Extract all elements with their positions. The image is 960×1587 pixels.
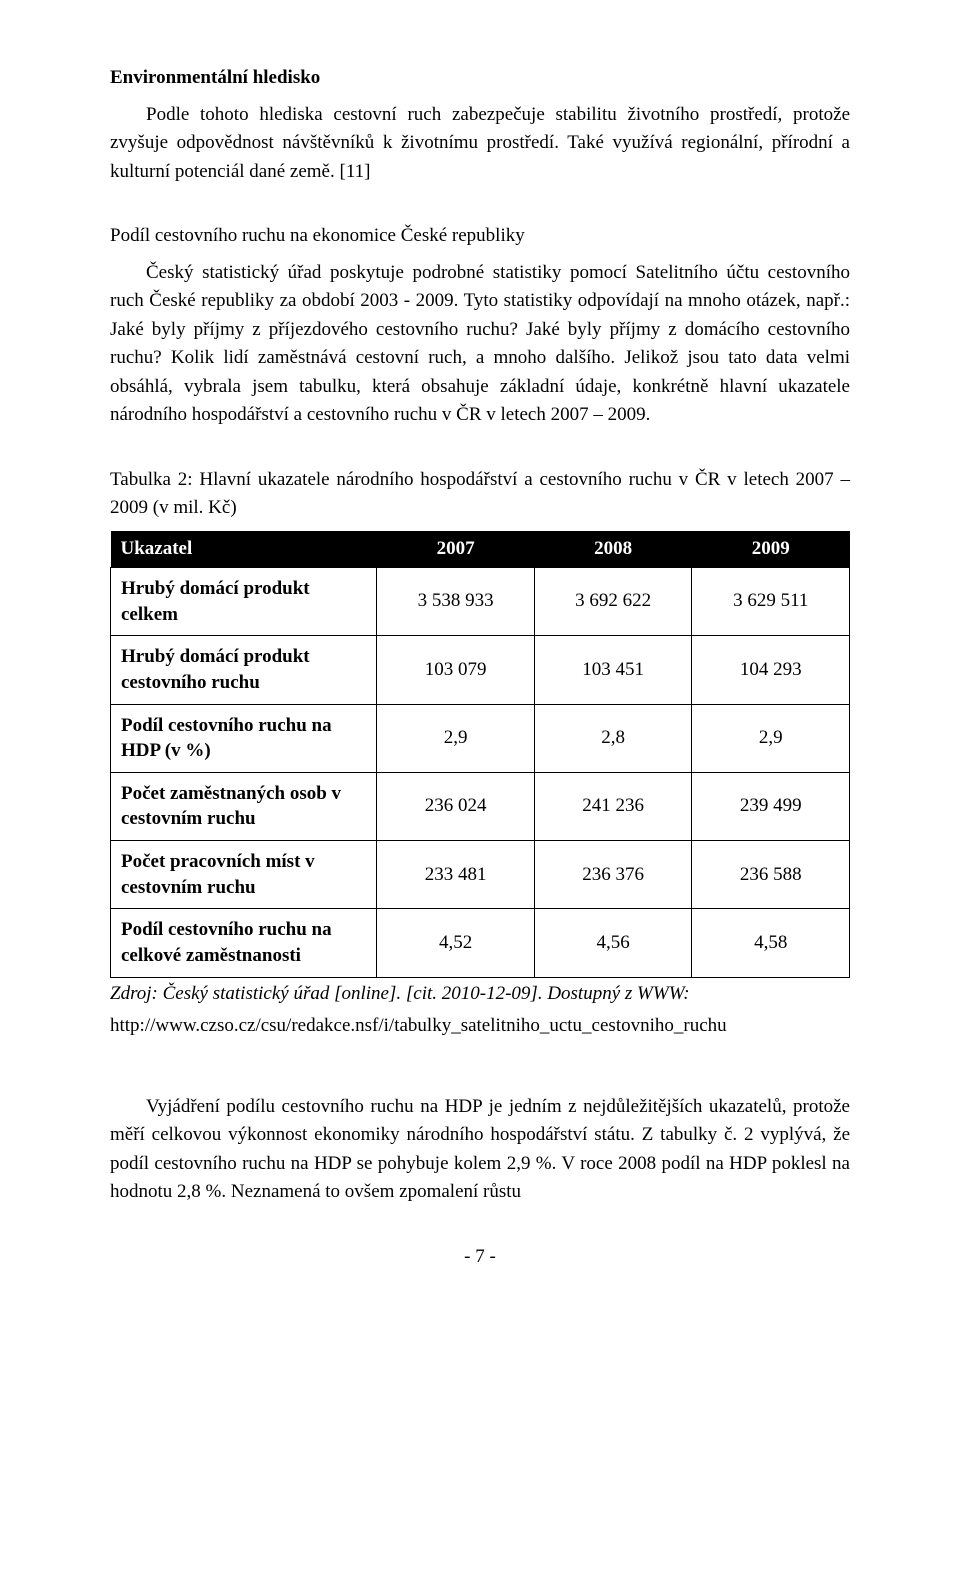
table-cell: 236 024 bbox=[377, 772, 535, 840]
table-cell: 104 293 bbox=[692, 636, 850, 704]
table-cell: 236 376 bbox=[534, 841, 692, 909]
table-row: Počet pracovních míst v cestovním ruchu2… bbox=[111, 841, 850, 909]
table-cell: 4,58 bbox=[692, 909, 850, 977]
table-cell: 4,52 bbox=[377, 909, 535, 977]
paragraph-2: Český statistický úřad poskytuje podrobn… bbox=[110, 259, 850, 430]
data-table: Ukazatel 2007 2008 2009 Hrubý domácí pro… bbox=[110, 531, 850, 978]
row-label: Podíl cestovního ruchu na celkové zaměst… bbox=[111, 909, 377, 977]
table-cell: 3 692 622 bbox=[534, 568, 692, 636]
table-cell: 3 538 933 bbox=[377, 568, 535, 636]
table-row: Počet zaměstnaných osob v cestovním ruch… bbox=[111, 772, 850, 840]
table-cell: 233 481 bbox=[377, 841, 535, 909]
col-header: 2007 bbox=[377, 531, 535, 568]
table-header-row: Ukazatel 2007 2008 2009 bbox=[111, 531, 850, 568]
table-cell: 239 499 bbox=[692, 772, 850, 840]
table-cell: 103 451 bbox=[534, 636, 692, 704]
col-header: Ukazatel bbox=[111, 531, 377, 568]
table-cell: 241 236 bbox=[534, 772, 692, 840]
table-cell: 2,8 bbox=[534, 704, 692, 772]
closing-paragraph: Vyjádření podílu cestovního ruchu na HDP… bbox=[110, 1093, 850, 1207]
col-header: 2008 bbox=[534, 531, 692, 568]
subsection-heading: Podíl cestovního ruchu na ekonomice Česk… bbox=[110, 222, 850, 251]
section-heading: Environmentální hledisko bbox=[110, 64, 850, 93]
table-row: Hrubý domácí produkt celkem3 538 9333 69… bbox=[111, 568, 850, 636]
table-cell: 3 629 511 bbox=[692, 568, 850, 636]
row-label: Podíl cestovního ruchu na HDP (v %) bbox=[111, 704, 377, 772]
table-cell: 236 588 bbox=[692, 841, 850, 909]
page-number: - 7 - bbox=[110, 1243, 850, 1272]
paragraph-1: Podle tohoto hlediska cestovní ruch zabe… bbox=[110, 101, 850, 187]
table-cell: 4,56 bbox=[534, 909, 692, 977]
row-label: Počet zaměstnaných osob v cestovním ruch… bbox=[111, 772, 377, 840]
row-label: Hrubý domácí produkt celkem bbox=[111, 568, 377, 636]
table-source: Zdroj: Český statistický úřad [online]. … bbox=[110, 980, 850, 1009]
table-source-url: http://www.czso.cz/csu/redakce.nsf/i/tab… bbox=[110, 1012, 850, 1041]
table-row: Podíl cestovního ruchu na HDP (v %)2,92,… bbox=[111, 704, 850, 772]
table-row: Podíl cestovního ruchu na celkové zaměst… bbox=[111, 909, 850, 977]
row-label: Hrubý domácí produkt cestovního ruchu bbox=[111, 636, 377, 704]
col-header: 2009 bbox=[692, 531, 850, 568]
row-label: Počet pracovních míst v cestovním ruchu bbox=[111, 841, 377, 909]
table-cell: 103 079 bbox=[377, 636, 535, 704]
table-row: Hrubý domácí produkt cestovního ruchu103… bbox=[111, 636, 850, 704]
table-cell: 2,9 bbox=[377, 704, 535, 772]
table-cell: 2,9 bbox=[692, 704, 850, 772]
table-caption: Tabulka 2: Hlavní ukazatele národního ho… bbox=[110, 466, 850, 523]
